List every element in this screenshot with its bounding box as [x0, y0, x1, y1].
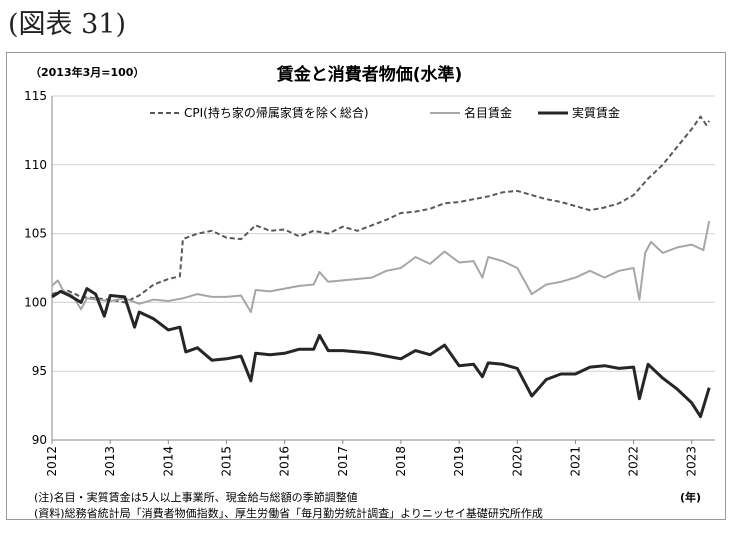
x-tick-label: 2014: [161, 446, 175, 477]
series-real-wage-line: [51, 287, 711, 419]
x-tick-label: 2022: [627, 446, 641, 477]
x-tick-label: 2017: [336, 446, 350, 477]
y-tick-label: 105: [24, 227, 47, 241]
x-tick-label: 2021: [568, 446, 582, 477]
y-tick-label: 115: [24, 89, 47, 103]
series-nominal-wage-line: [51, 221, 711, 313]
y-tick-label: 110: [24, 158, 47, 172]
y-tick-label: 95: [32, 364, 47, 378]
note-text: (注)名目・実質賃金は5人以上事業所、現金給与総額の季節調整値: [34, 491, 358, 504]
series-cpi-line: [51, 115, 711, 304]
x-axis-unit: (年): [680, 491, 702, 504]
x-tick-label: 2016: [278, 446, 292, 477]
figure-label: (図表 31): [8, 9, 127, 40]
base-note: （2013年3月=100）: [30, 66, 145, 79]
legend-real-wage-label: 実質賃金: [572, 105, 620, 120]
x-tick-label: 2019: [452, 446, 466, 477]
source-text: (資料)総務省統計局「消費者物価指数」、厚生労働省「毎月勤労統計調査」よりニッセ…: [34, 507, 543, 520]
x-tick-label: 2018: [394, 446, 408, 477]
x-tick-label: 2020: [510, 446, 524, 477]
x-tick-label: 2012: [45, 446, 59, 477]
legend-cpi-label: CPI(持ち家の帰属家賃を除く総合): [184, 105, 369, 120]
legend-nominal-wage-label: 名目賃金: [464, 105, 512, 120]
chart-frame: [6, 52, 726, 520]
x-tick-label: 2023: [685, 446, 699, 477]
y-tick-label: 90: [32, 433, 47, 447]
x-tick-label: 2015: [219, 446, 233, 477]
y-tick-label: 100: [24, 295, 47, 309]
chart-title: 賃金と消費者物価(水準): [276, 65, 463, 85]
x-tick-label: 2013: [103, 446, 117, 477]
